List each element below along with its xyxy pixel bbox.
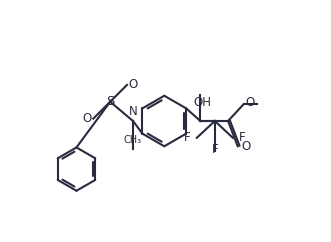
Text: N: N: [129, 105, 137, 118]
Text: O: O: [128, 78, 138, 91]
Text: O: O: [83, 112, 92, 125]
Text: OH: OH: [194, 96, 212, 109]
Text: O: O: [241, 140, 251, 153]
Text: S: S: [106, 95, 114, 108]
Text: O: O: [245, 97, 254, 109]
Text: F: F: [184, 131, 191, 144]
Text: F: F: [239, 131, 246, 144]
Text: F: F: [212, 143, 218, 156]
Text: CH₃: CH₃: [124, 135, 142, 145]
